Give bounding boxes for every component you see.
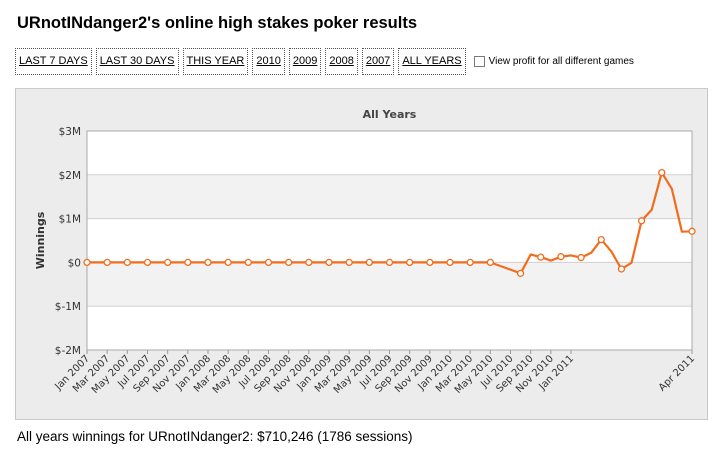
y-axis-label: Winnings: [34, 211, 47, 269]
chart-plot-background: [87, 131, 692, 350]
data-point: [305, 258, 313, 267]
filter-all-years-button[interactable]: ALL YEARS: [398, 48, 466, 75]
y-tick-label: $1M: [59, 214, 81, 226]
page-title: URnotINdanger2's online high stakes poke…: [17, 14, 418, 32]
plot-band: [87, 218, 692, 263]
data-point: [164, 258, 172, 267]
data-point: [617, 265, 626, 273]
view-all-games-checkbox[interactable]: [473, 56, 485, 67]
summary-prefix: All years winnings for URnotINdanger2:: [17, 429, 254, 444]
data-point: [184, 258, 192, 267]
plot-band: [87, 306, 692, 350]
data-point: [637, 217, 646, 225]
view-all-games-toggle[interactable]: View profit for all different games: [473, 56, 634, 67]
y-tick-label: $0: [68, 257, 81, 269]
filter-last-30-days-button[interactable]: LAST 30 DAYS: [95, 48, 179, 75]
period-filter-bar: LAST 7 DAYS LAST 30 DAYS THIS YEAR 2010 …: [15, 48, 634, 75]
plot-band: [87, 131, 692, 175]
data-point: [426, 258, 434, 267]
filter-last-7-days-button[interactable]: LAST 7 DAYS: [15, 48, 92, 75]
winnings-series: [83, 168, 696, 278]
x-tick-label: Apr 2011: [657, 353, 697, 393]
data-point: [537, 253, 545, 261]
summary-sessions: (1786 sessions): [317, 429, 413, 444]
y-axis-ticks: $3M $2M $1M $0 $-1M $-2M: [55, 126, 81, 357]
data-point: [516, 269, 525, 278]
filter-this-year-button[interactable]: THIS YEAR: [182, 48, 249, 75]
data-point: [557, 253, 565, 261]
data-point: [406, 258, 414, 267]
data-point: [285, 258, 293, 267]
view-all-games-label: View profit for all different games: [488, 56, 634, 67]
y-tick-label: $-1M: [55, 301, 81, 313]
chart-title: All Years: [363, 108, 417, 121]
y-tick-label: $3M: [59, 126, 81, 138]
winnings-chart: All Years Winnings $3M $2M $1M $0 $-1M $-2M J…: [34, 108, 697, 396]
y-tick-label: $2M: [59, 170, 81, 182]
data-point: [597, 235, 605, 244]
data-point: [143, 258, 152, 267]
plot-band: [87, 262, 692, 307]
filter-2010-button[interactable]: 2010: [252, 48, 285, 75]
summary-amount: $710,246: [257, 429, 314, 444]
data-point: [83, 258, 91, 267]
filter-2007-button[interactable]: 2007: [361, 48, 395, 75]
winnings-chart-panel: All Years Winnings $3M $2M $1M $0 $-1M $-2M J…: [15, 88, 708, 420]
data-point: [123, 258, 131, 267]
plot-band: [87, 174, 692, 219]
filter-2008-button[interactable]: 2008: [325, 48, 358, 75]
data-point: [486, 258, 494, 267]
data-point: [224, 258, 232, 267]
data-point: [365, 258, 373, 267]
data-point: [658, 168, 666, 177]
y-tick-label: $-2M: [55, 345, 81, 357]
data-point: [577, 253, 585, 262]
filter-2009-button[interactable]: 2009: [288, 48, 322, 75]
data-point: [204, 258, 212, 267]
data-point: [325, 258, 333, 267]
data-point: [264, 258, 273, 267]
data-point: [244, 258, 252, 267]
data-point: [446, 258, 454, 267]
data-point: [385, 258, 394, 267]
data-point: [103, 258, 111, 267]
data-point: [466, 258, 474, 267]
data-point: [688, 227, 696, 235]
data-point: [345, 258, 353, 267]
winnings-summary: All years winnings for URnotINdanger2: $…: [17, 429, 413, 444]
